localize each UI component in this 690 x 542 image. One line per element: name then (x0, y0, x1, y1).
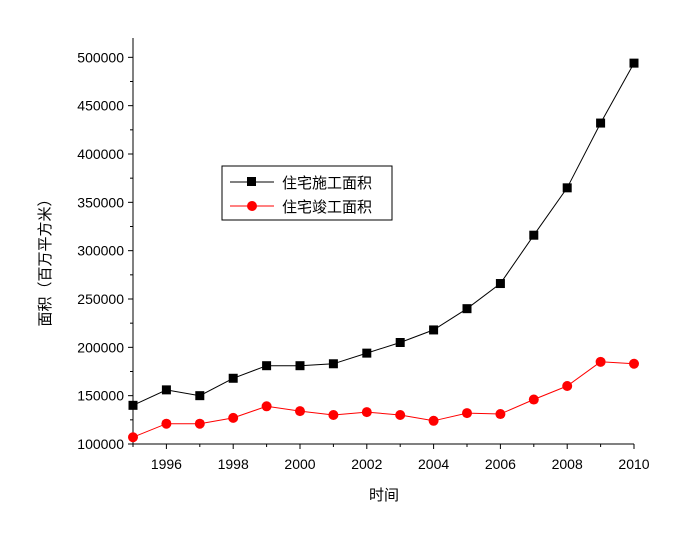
data-point (596, 118, 606, 128)
x-axis-title: 时间 (369, 486, 399, 504)
x-tick-label: 2004 (418, 456, 449, 472)
y-tick-label: 350000 (77, 194, 124, 210)
data-point (529, 230, 539, 240)
data-point (328, 359, 338, 369)
y-tick-label: 250000 (77, 291, 124, 307)
data-point (228, 373, 238, 383)
legend-item-completion: 住宅竣工面积 (230, 198, 372, 216)
x-tick-label: 2010 (618, 456, 649, 472)
legend-label-construction: 住宅施工面积 (282, 174, 372, 192)
data-point (295, 361, 305, 371)
data-point (395, 338, 405, 347)
data-point (295, 406, 305, 417)
data-point (128, 400, 138, 410)
series-layer (128, 58, 639, 443)
data-point (361, 407, 372, 418)
x-tick-label: 2000 (284, 456, 315, 472)
data-point (161, 418, 172, 429)
data-point (261, 401, 272, 412)
x-tick-label: 2006 (485, 456, 516, 472)
series-0 (128, 58, 639, 410)
legend: 住宅施工面积 住宅竣工面积 (221, 165, 393, 221)
legend-marker-square (247, 177, 256, 186)
data-point (429, 325, 439, 335)
data-point (495, 409, 506, 420)
y-tick-label: 300000 (77, 243, 124, 259)
x-tick-labels: 1996 1998 2000 2002 2004 2006 2008 2010 (151, 456, 650, 472)
x-tick-label: 2008 (552, 456, 583, 472)
data-point (629, 358, 639, 369)
data-point (228, 412, 239, 423)
legend-item-construction: 住宅施工面积 (230, 174, 372, 192)
x-tick-label: 1996 (151, 456, 182, 472)
data-point (462, 304, 472, 314)
data-point (262, 361, 272, 371)
data-point (562, 381, 573, 391)
data-point (562, 183, 572, 193)
legend-marker-circle (247, 201, 257, 211)
data-point (194, 418, 205, 429)
legend-label-completion: 住宅竣工面积 (282, 198, 372, 216)
data-point (595, 356, 606, 367)
y-tick-label: 400000 (77, 146, 124, 162)
y-tick-label: 450000 (77, 98, 124, 114)
data-point (161, 385, 171, 395)
data-point (395, 410, 406, 420)
series-line (132, 62, 635, 406)
legend-box (221, 165, 393, 221)
y-axis-title: 面积（百万平方米） (36, 191, 54, 326)
data-point (462, 408, 472, 419)
x-tick-label: 2002 (351, 456, 382, 472)
data-point (362, 348, 372, 358)
y-tick-label: 150000 (77, 388, 124, 404)
data-point (328, 410, 339, 420)
series-1 (128, 356, 639, 443)
data-point (428, 415, 439, 426)
data-point (195, 391, 205, 401)
x-tick-label: 1998 (218, 456, 249, 472)
series-line (132, 361, 635, 438)
data-point (629, 58, 639, 68)
y-tick-label: 100000 (77, 436, 124, 452)
y-tick-label: 200000 (77, 339, 124, 355)
data-point (128, 432, 138, 443)
chart-axes (128, 38, 635, 449)
y-tick-labels: 100000 150000 200000 250000 300000 350000 4000… (77, 49, 124, 452)
y-tick-label: 500000 (77, 49, 124, 65)
data-point (495, 279, 505, 289)
data-point (528, 394, 539, 405)
